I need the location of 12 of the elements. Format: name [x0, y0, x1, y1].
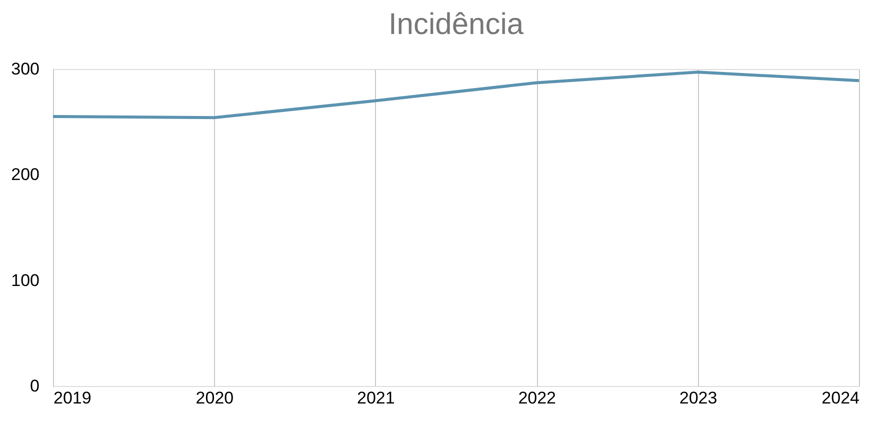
y-tick-label: 200	[11, 165, 40, 184]
x-tick-label: 2021	[356, 388, 395, 408]
chart-title: Incidência	[388, 8, 524, 41]
y-tick-label: 300	[11, 60, 40, 78]
x-tick-label: 2020	[196, 388, 234, 408]
x-tick-label: 2024	[822, 388, 860, 408]
y-tick-label: 100	[11, 270, 40, 290]
line-series	[52, 70, 860, 120]
x-tick-label: 2022	[518, 388, 556, 408]
x-tick-label: 2019	[54, 388, 92, 408]
y-tick-label: 0	[30, 376, 40, 396]
x-tick-label: 2023	[679, 388, 718, 408]
